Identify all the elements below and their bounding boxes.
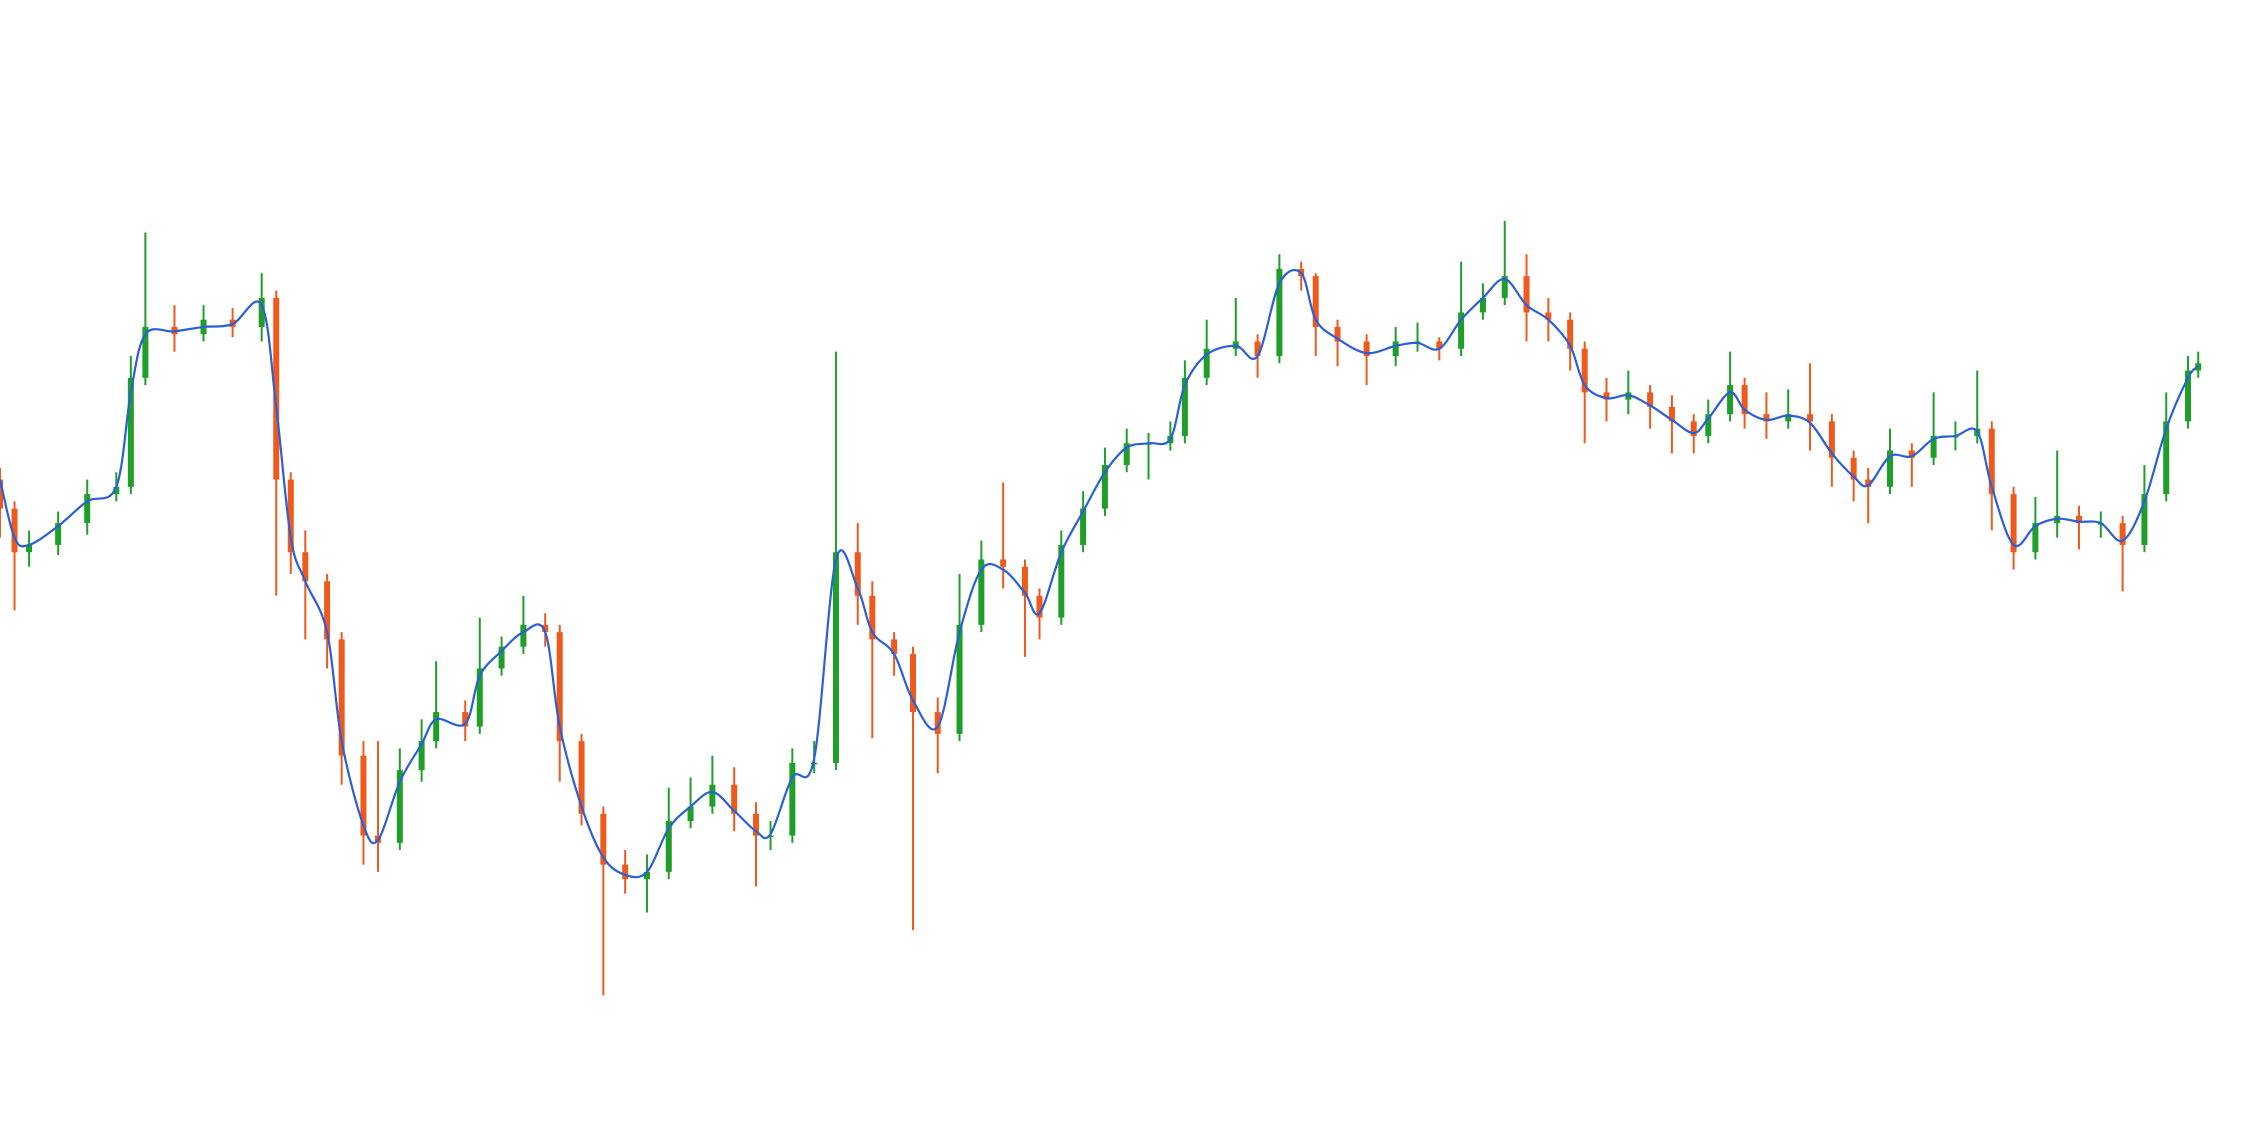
candle-body [1363, 341, 1370, 357]
candle-body [2032, 523, 2039, 553]
candle-body [1887, 450, 1893, 487]
candle-body [520, 624, 527, 647]
candle-body [1334, 326, 1341, 342]
candle-body [622, 864, 629, 880]
candle-body [302, 552, 309, 582]
candle-body [1581, 348, 1588, 393]
candle-body [2119, 523, 2126, 545]
candle-body [1254, 341, 1261, 357]
candle-body [0, 479, 3, 509]
candle-body [1930, 435, 1937, 458]
candle-body [1523, 276, 1530, 313]
candle-body [1123, 443, 1130, 466]
candle-body [1203, 348, 1210, 378]
candle-body [578, 741, 585, 814]
candle-body [1727, 385, 1734, 415]
candle-body [11, 508, 18, 553]
candle-body [360, 755, 367, 836]
candle-body [731, 784, 738, 814]
candle-body [127, 377, 134, 487]
candle-body [869, 595, 876, 640]
candle-body [287, 479, 294, 553]
candle-body [1865, 479, 1872, 487]
candle-body [1058, 544, 1065, 618]
candle-body [1603, 392, 1610, 400]
candle-body [643, 871, 650, 880]
candle-body [1828, 421, 1835, 458]
candle-body [1705, 414, 1712, 436]
candle-body [1101, 465, 1108, 509]
candle-body [811, 762, 818, 765]
candle-body [2141, 494, 2148, 545]
candle-body [600, 813, 607, 865]
candle-body [84, 494, 91, 524]
candle-body [832, 552, 839, 763]
candle-body [1763, 414, 1770, 422]
candle-body [1850, 457, 1857, 480]
candle-body [1988, 428, 1995, 495]
candle-body [2163, 421, 2170, 495]
candle-body [1567, 319, 1574, 349]
candle-body [910, 653, 917, 713]
candle-body [258, 297, 265, 327]
candle-body [709, 784, 716, 807]
candle-body [934, 712, 941, 734]
candle-body [462, 712, 469, 727]
candle-body [687, 806, 694, 822]
candle-body [2076, 515, 2082, 524]
candle-body [1436, 341, 1443, 349]
candle-body [1036, 595, 1043, 618]
candle-body [1690, 421, 1697, 436]
candle-body [1276, 268, 1283, 357]
smoothed-line [0, 269, 2200, 879]
candle-body [854, 552, 861, 596]
candle-body [1080, 508, 1087, 545]
candle-body [1501, 276, 1508, 298]
candle-body [767, 835, 774, 838]
candle-body [1785, 414, 1792, 422]
candle-body [1807, 414, 1814, 422]
candle-body [1021, 566, 1028, 596]
candle-body [324, 581, 331, 640]
candle-body [55, 523, 62, 545]
candle-body [433, 712, 440, 742]
candle-body [1392, 341, 1399, 357]
candle-body [1312, 276, 1319, 327]
candle-body [1741, 385, 1748, 415]
candle-body [891, 639, 898, 654]
candle-body [1668, 406, 1675, 422]
candle-body [476, 668, 483, 727]
candle-body [789, 762, 796, 836]
candle-body [396, 770, 403, 843]
candle-body [1545, 312, 1552, 320]
candle-body [2185, 370, 2192, 422]
candle-body [978, 559, 985, 625]
candle-body [273, 297, 280, 480]
candle-body [26, 544, 33, 553]
candle-body [113, 486, 120, 495]
candle-body [1458, 312, 1465, 349]
candle-body [142, 326, 149, 378]
candle-body [1908, 450, 1915, 458]
candle-body [418, 741, 425, 771]
candle-body [753, 813, 759, 836]
candle-body [498, 646, 505, 669]
candle-body [1181, 377, 1188, 436]
candle-body [338, 639, 345, 756]
candle-body [1479, 297, 1486, 313]
candle-body [556, 632, 563, 742]
candle-body [542, 624, 549, 633]
candle-body [956, 624, 963, 734]
candle-body [1647, 392, 1654, 407]
candle-body [2010, 494, 2017, 553]
candle-body [1000, 559, 1007, 567]
candle-body [665, 821, 672, 872]
